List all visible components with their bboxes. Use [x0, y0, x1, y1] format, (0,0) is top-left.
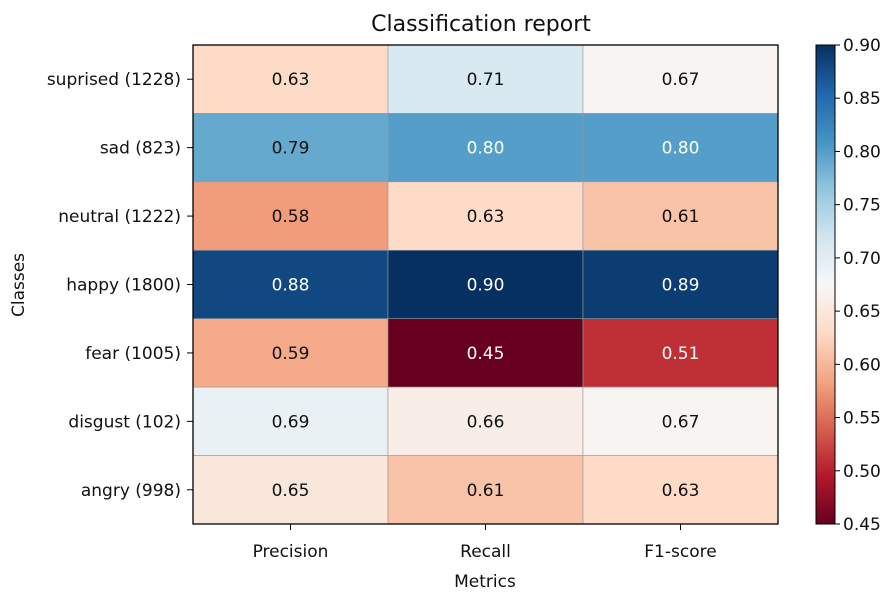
- x-axis-ticks: Precision Recall F1-score: [253, 524, 717, 562]
- colorbar-tick-label: 0.60: [843, 355, 881, 375]
- colorbar-tick-label: 0.70: [843, 249, 881, 269]
- chart-title: Classification report: [371, 12, 591, 37]
- y-tick-label: sad (823): [100, 139, 181, 159]
- y-tick-label: angry (998): [81, 481, 181, 501]
- colorbar-tick-label: 0.50: [843, 462, 881, 482]
- cell-value-label: 0.61: [467, 481, 505, 501]
- cell-value-label: 0.58: [272, 207, 310, 227]
- colorbar-tick-label: 0.45: [843, 515, 881, 535]
- cell-value-label: 0.67: [662, 412, 700, 432]
- y-tick-label: happy (1800): [66, 276, 181, 296]
- colorbar-tick-label: 0.90: [843, 36, 881, 56]
- cell-value-label: 0.63: [272, 70, 310, 90]
- x-tick-label: F1-score: [644, 542, 716, 562]
- y-tick-label: neutral (1222): [58, 207, 181, 227]
- colorbar: [816, 45, 835, 524]
- cell-value-label: 0.66: [467, 412, 505, 432]
- cell-value-label: 0.88: [272, 276, 310, 296]
- x-tick-label: Recall: [460, 542, 511, 562]
- cell-value-label: 0.59: [272, 344, 310, 364]
- x-tick-label: Precision: [253, 542, 329, 562]
- y-tick-label: disgust (102): [68, 412, 181, 432]
- colorbar-tick-label: 0.65: [843, 302, 881, 322]
- y-tick-label: suprised (1228): [47, 70, 181, 90]
- cell-value-label: 0.65: [272, 481, 310, 501]
- y-axis-ticks: suprised (1228) sad (823) neutral (1222) ha…: [47, 70, 193, 501]
- cell-value-label: 0.63: [662, 481, 700, 501]
- colorbar-tick-label: 0.80: [843, 142, 881, 162]
- cell-value-label: 0.79: [272, 139, 310, 159]
- x-axis-label: Metrics: [454, 572, 516, 592]
- cell-value-label: 0.71: [467, 70, 505, 90]
- colorbar-ticks: 0.90 0.85 0.80 0.75 0.70 0.65 0.60 0.55 0.50 0.45: [835, 36, 881, 535]
- y-axis-label: Classes: [9, 253, 29, 317]
- cell-value-label: 0.63: [467, 207, 505, 227]
- cell-value-label: 0.45: [467, 344, 505, 364]
- colorbar-tick-label: 0.85: [843, 89, 881, 109]
- cell-value-label: 0.80: [662, 139, 700, 159]
- cell-value-label: 0.90: [467, 276, 505, 296]
- cell-value-label: 0.89: [662, 276, 700, 296]
- cell-value-label: 0.69: [272, 412, 310, 432]
- cell-value-label: 0.51: [662, 344, 700, 364]
- y-tick-label: fear (1005): [85, 344, 181, 364]
- colorbar-tick-label: 0.55: [843, 409, 881, 429]
- cell-value-label: 0.61: [662, 207, 700, 227]
- cell-value-label: 0.80: [467, 139, 505, 159]
- colorbar-tick-label: 0.75: [843, 196, 881, 216]
- cell-value-label: 0.67: [662, 70, 700, 90]
